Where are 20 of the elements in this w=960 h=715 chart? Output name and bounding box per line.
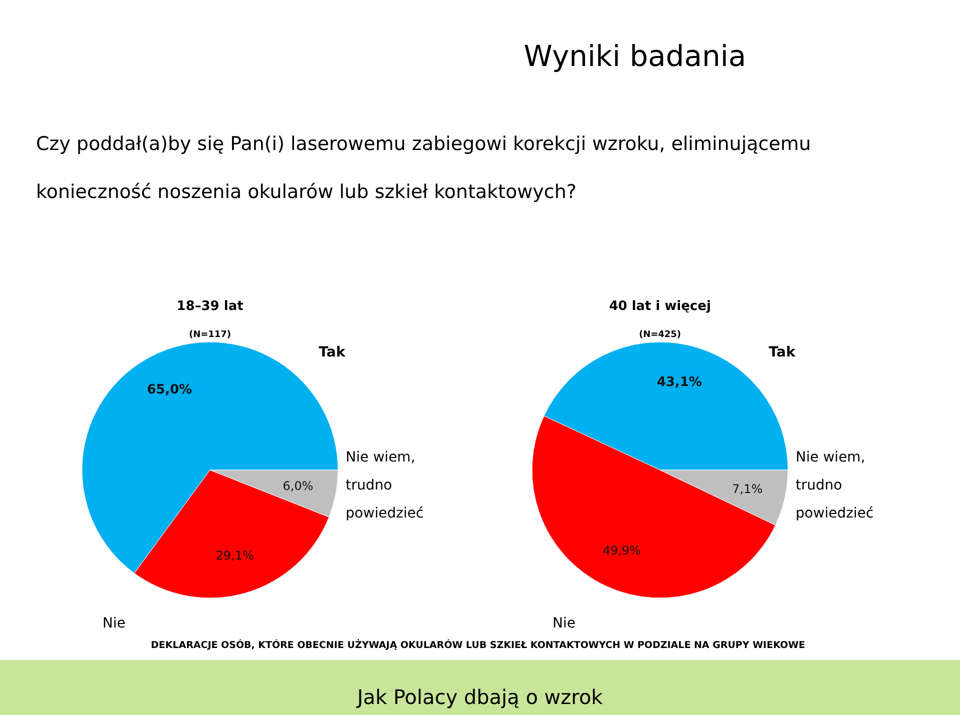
data-label: 65,0% <box>146 382 192 398</box>
data-label: 49,9% <box>602 543 641 558</box>
data-label: 29,1% <box>216 548 254 562</box>
text: Czy poddał(a)by się Pan(i) laserowemu zabiegowi korekcji wzroku, eliminującemu konieczność noszenia okularów lub szkieł kontaktowych? <box>36 133 811 203</box>
slice-label: Nie wiem, trudno powiedzieć <box>346 449 424 522</box>
text: Wyniki badania <box>524 39 746 73</box>
data-label: 7,1% <box>732 482 763 496</box>
chart-subtitle: (N=117) <box>188 330 232 340</box>
slice-label: Tak <box>318 344 346 360</box>
chart-title: 18–39 lat <box>176 299 244 314</box>
slice-label: Nie <box>552 615 576 632</box>
slice-label: Nie wiem, trudno powiedzieć <box>796 449 874 522</box>
text: DEKLARACJE OSÓB, KTÓRE OBECNIE UŻYWAJĄ OKULARÓW LUB SZKIEŁ KONTAKTOWYCH W PODZIALE NA GRUPY WIEKOWE <box>150 639 806 651</box>
slice-label: Nie <box>102 615 126 632</box>
slice-label: Tak <box>768 344 796 360</box>
chart-title: 40 lat i więcej <box>609 299 711 314</box>
text: Jak Polacy dbają o wzrok <box>355 685 604 709</box>
data-label: 43,1% <box>656 375 702 390</box>
chart-subtitle: (N=425) <box>638 330 682 340</box>
data-label: 6,0% <box>282 479 314 494</box>
